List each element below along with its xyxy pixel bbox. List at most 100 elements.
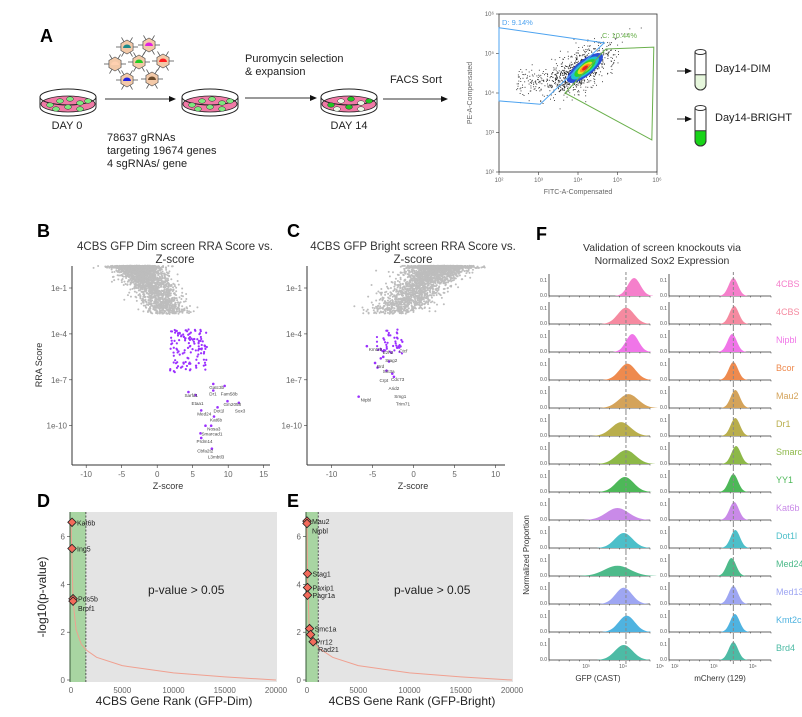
f-ytick-label: 0.1 <box>660 306 667 312</box>
gene-point-stag1[interactable] <box>302 568 313 579</box>
gene-label: Ing5 <box>77 547 91 554</box>
d-xlabel: 4CBS Gene Rank (GFP-Dim) <box>96 694 253 708</box>
gene-point-ing5[interactable] <box>67 543 77 554</box>
cell <box>337 98 345 104</box>
f-hist-dot1l-mcherry <box>721 530 750 548</box>
step1-line-1: Puromycin selection <box>245 53 343 65</box>
f-ytick-label: 0.0 <box>540 573 547 579</box>
gene-point-nipbl[interactable] <box>302 518 312 529</box>
f-ytick-label: 0.1 <box>540 558 547 564</box>
hit-label: Nipbl <box>361 398 371 403</box>
f-hist-4cbs-g-gfp <box>615 278 653 296</box>
facs-xlabel: FITC-A-Compensated <box>544 189 613 196</box>
facs-xtick-label: 10³ <box>534 178 543 184</box>
hit-point-brd[interactable] <box>373 361 377 365</box>
f-ytick-label: 0.1 <box>660 614 667 620</box>
panel-b-xtick-label: 5 <box>190 470 195 479</box>
f-hist-med24-gfp <box>578 565 657 576</box>
hit-point-sox3[interactable] <box>237 401 241 405</box>
hit-point-dr1[interactable] <box>211 389 215 392</box>
gene-point-prr12[interactable] <box>305 629 316 640</box>
facs-xtick-label: 10⁴ <box>573 177 583 184</box>
hit-point-nosa3[interactable] <box>209 424 213 428</box>
hit-label: Sin3a <box>383 369 395 374</box>
f-ytick-label: 0.1 <box>540 390 547 396</box>
f-ytick-label: 0.1 <box>660 418 667 424</box>
gene-point-brpf1[interactable] <box>68 596 78 606</box>
facs-gate-d[interactable] <box>498 27 606 105</box>
gene-point-kat6b[interactable] <box>67 517 77 528</box>
d-annotation: p-value > 0.05 <box>148 583 225 597</box>
cell <box>52 106 60 112</box>
hit-point-etaa1[interactable] <box>194 393 197 397</box>
hit-point-nipbl[interactable] <box>357 395 360 398</box>
panel-label-f: F <box>536 224 547 244</box>
f-title-1: Validation of screen knockouts via <box>583 242 741 254</box>
hit-point-l3mbtl3[interactable] <box>210 447 214 450</box>
f-ytick-label: 0.0 <box>660 629 667 635</box>
facs-ytick-label: 10⁴ <box>485 90 495 97</box>
hit-point-arid2[interactable] <box>385 369 388 372</box>
f-title-2: Normalized Sox2 Expression <box>595 255 730 267</box>
f-hist-dot1l-gfp <box>597 533 651 548</box>
cell <box>194 106 202 112</box>
hit-label: Stag2 <box>385 358 397 363</box>
f-ytick-label: 0.1 <box>660 390 667 396</box>
step2-label: FACS Sort <box>390 74 442 86</box>
hit-point-gatc3b[interactable] <box>211 382 215 386</box>
lentivirus-icon <box>104 54 126 74</box>
panel-b-background-points <box>92 264 199 315</box>
hit-point-cdc73[interactable] <box>387 360 391 363</box>
hit-point-stag2[interactable] <box>381 355 385 359</box>
panel-b-ytick-label: 1e-1 <box>51 284 68 293</box>
dish-day14 <box>320 88 378 117</box>
arrow-sort-head <box>441 96 448 102</box>
hit-point-crpt[interactable] <box>376 366 379 369</box>
hit-label: Med24 <box>197 411 211 416</box>
hit-point-dot1l[interactable] <box>216 406 219 409</box>
hit-point-trim71[interactable] <box>392 375 396 379</box>
tube-liquid <box>694 74 707 91</box>
gene-point-smc1a[interactable] <box>304 623 315 634</box>
b-ylabel: RRA Score <box>34 343 44 388</box>
hit-point-kmt2b[interactable] <box>365 344 369 348</box>
hit-point-ctcf[interactable] <box>395 346 399 349</box>
hit-point-med24[interactable] <box>199 409 203 412</box>
gene-point-paxip1[interactable] <box>302 582 313 593</box>
hit-point-prdm14[interactable] <box>199 432 202 435</box>
hit-point-smarcad1[interactable] <box>204 424 207 428</box>
panel-d-ytick-label: 2 <box>61 628 66 637</box>
hit-point-sarfd1[interactable] <box>187 390 190 394</box>
gene-point-pagr1a[interactable] <box>302 590 313 600</box>
facs-gate-c[interactable] <box>564 46 655 141</box>
hit-point-smg1[interactable] <box>390 372 394 375</box>
tube-cap <box>694 49 707 55</box>
cell <box>56 98 64 104</box>
panel-b-xtick-label: 10 <box>224 470 233 479</box>
hit-point-cbfa2t2[interactable] <box>199 436 203 440</box>
f-row-label: Mau2 <box>776 391 799 401</box>
hit-point-ezh2[interactable] <box>379 347 383 351</box>
f-xtick-label: 10⁴ <box>749 664 757 670</box>
facs-ytick-label: 10⁵ <box>485 51 495 58</box>
cell <box>206 104 214 110</box>
cell <box>218 106 226 112</box>
f-ytick-label: 0.0 <box>540 377 547 383</box>
gene-point-rad21[interactable] <box>308 636 318 647</box>
hit-point-kat6b[interactable] <box>212 415 216 418</box>
f-row-label: Bcor <box>776 363 795 373</box>
f-ytick-label: 0.1 <box>660 530 667 536</box>
f-hist-dr1-gfp <box>592 422 651 436</box>
facs-density <box>582 65 588 71</box>
hit-point-sin3a[interactable] <box>379 357 383 360</box>
b-title-2: Z-score <box>156 254 195 266</box>
f-ytick-label: 0.0 <box>540 293 547 299</box>
lentivirus-icon <box>128 52 150 72</box>
cell <box>66 96 74 102</box>
f-row-label: Nipbl <box>776 335 797 345</box>
hit-point-fam58b[interactable] <box>223 384 226 388</box>
panel-e-xtick-label: 5000 <box>349 686 367 695</box>
hit-point-gm2058[interactable] <box>226 399 229 403</box>
facs-xtick-label: 10⁵ <box>613 177 623 184</box>
panel-d-xtick-label: 15000 <box>214 686 237 695</box>
